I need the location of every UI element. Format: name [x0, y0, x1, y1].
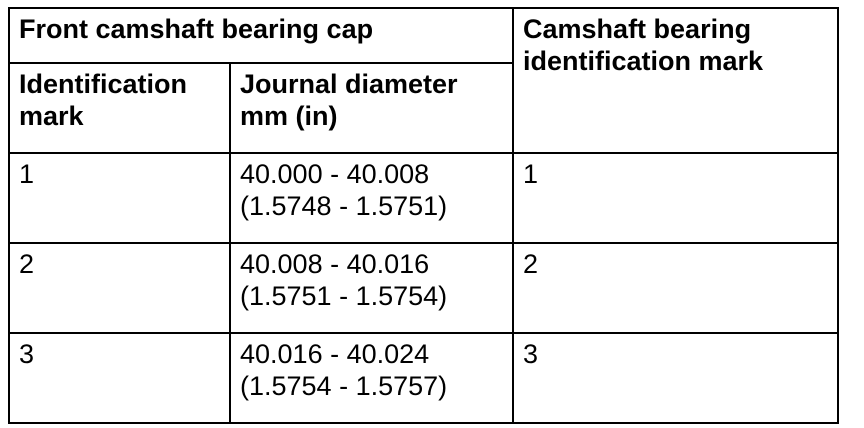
table-row: 3 40.016 - 40.024 (1.5754 - 1.5757) 3: [8, 332, 840, 424]
header-row-2: Identification mark Journal diameter mm …: [8, 62, 838, 154]
camshaft-mark-cell: 3: [512, 332, 840, 424]
diameter-in: (1.5751 - 1.5754): [240, 281, 448, 311]
journal-diameter-cell: 40.000 - 40.008 (1.5748 - 1.5751): [228, 152, 515, 244]
diameter-mm: 40.008 - 40.016: [240, 249, 430, 279]
table-row: 1 40.000 - 40.008 (1.5748 - 1.5751) 1: [8, 152, 840, 244]
header-row-1: Front camshaft bearing cap Camshaft bear…: [7, 7, 840, 154]
identification-mark-cell: 2: [8, 242, 231, 334]
bearing-spec-table: Front camshaft bearing cap Camshaft bear…: [7, 7, 840, 424]
camshaft-mark-cell: 1: [512, 152, 840, 244]
journal-diameter-cell: 40.008 - 40.016 (1.5751 - 1.5754): [228, 242, 515, 334]
journal-diameter-header: Journal diameter mm (in): [228, 62, 515, 154]
identification-mark-header: Identification mark: [8, 62, 231, 154]
table-row: 2 40.008 - 40.016 (1.5751 - 1.5754) 2: [8, 242, 840, 334]
diameter-mm: 40.000 - 40.008: [240, 159, 430, 189]
diameter-mm: 40.016 - 40.024: [240, 339, 430, 369]
journal-diameter-cell: 40.016 - 40.024 (1.5754 - 1.5757): [228, 332, 515, 424]
camshaft-mark-header: Camshaft bearing identification mark: [512, 7, 840, 154]
diameter-in: (1.5754 - 1.5757): [240, 371, 448, 401]
diameter-in: (1.5748 - 1.5751): [240, 191, 448, 221]
identification-mark-cell: 1: [8, 152, 231, 244]
camshaft-mark-cell: 2: [512, 242, 840, 334]
identification-mark-cell: 3: [8, 332, 231, 424]
front-cap-group-header: Front camshaft bearing cap: [7, 7, 515, 64]
